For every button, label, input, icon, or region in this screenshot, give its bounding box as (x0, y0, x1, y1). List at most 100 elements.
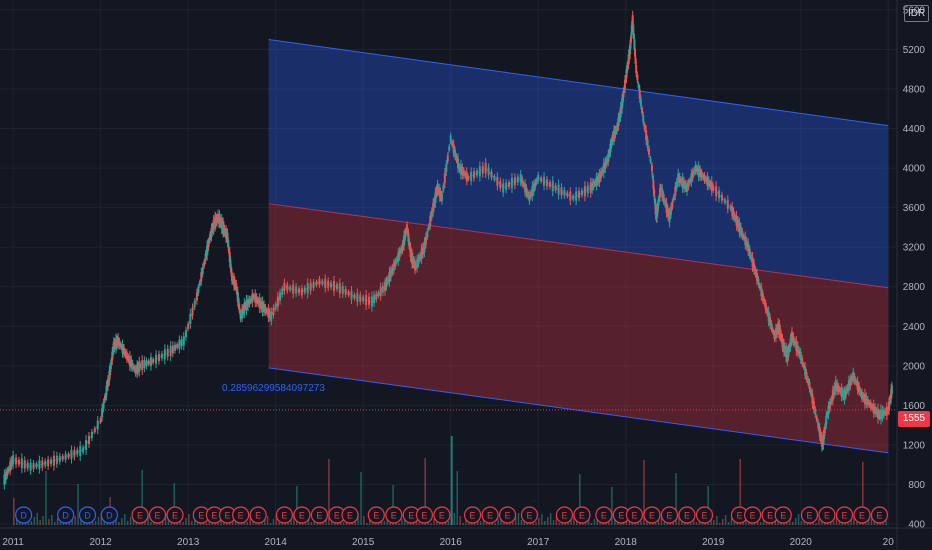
earnings-marker[interactable]: E (695, 506, 714, 524)
candle-body (878, 412, 881, 418)
candle-body (487, 167, 490, 176)
earnings-marker[interactable]: E (678, 506, 696, 524)
candle-body (193, 301, 196, 308)
earnings-marker[interactable]: E (131, 506, 149, 524)
candle-body (624, 77, 627, 82)
candle-body (228, 252, 231, 263)
earnings-marker[interactable]: E (573, 506, 591, 524)
dividend-marker[interactable]: D (78, 506, 97, 524)
earnings-marker[interactable]: E (481, 506, 499, 524)
earnings-marker[interactable]: E (835, 506, 854, 524)
candle-body (64, 453, 67, 460)
candle-body (844, 388, 847, 396)
channel-upper-fill (268, 39, 889, 288)
earnings-marker[interactable]: E (310, 506, 329, 524)
dividend-marker[interactable]: D (100, 506, 118, 524)
candle-body (828, 401, 831, 409)
price-axis[interactable]: 5600 5200 4800 4400 4000 3600 3200 2800 2400 2000… (903, 5, 926, 530)
earnings-marker[interactable]: E (433, 506, 451, 524)
candle-body (592, 181, 595, 188)
earnings-marker[interactable]: E (341, 506, 359, 524)
marker-circle (232, 506, 250, 524)
candle-body (801, 357, 804, 364)
candle-body (872, 404, 875, 414)
volume-bar (363, 516, 365, 525)
earnings-marker[interactable]: E (800, 506, 819, 524)
candle-body (58, 455, 61, 462)
earnings-marker[interactable]: E (520, 506, 539, 524)
marker-circle (148, 506, 167, 524)
candle-body (93, 428, 96, 433)
x-tick-label: 20 (883, 537, 895, 548)
earnings-marker[interactable]: E (463, 506, 482, 524)
volume-bar (579, 474, 581, 525)
volume-spike (450, 436, 453, 525)
earnings-marker[interactable]: E (293, 506, 311, 524)
candle-body (758, 284, 761, 289)
candle-body (645, 130, 648, 141)
y-tick-label: 800 (908, 480, 925, 491)
candle-body (887, 401, 890, 411)
dividend-marker[interactable]: D (57, 506, 75, 524)
earnings-marker[interactable]: E (166, 506, 184, 524)
earnings-marker[interactable]: E (643, 506, 661, 524)
candle-body (391, 267, 394, 274)
marker-circle (870, 506, 889, 524)
volume-bar (541, 514, 543, 525)
earnings-marker[interactable]: E (498, 506, 517, 524)
candle-body (875, 409, 878, 415)
candle-body (35, 463, 38, 468)
candle-body (87, 436, 90, 444)
volume-bar (33, 517, 36, 525)
earnings-marker[interactable]: E (625, 506, 644, 524)
earnings-marker[interactable]: E (205, 506, 224, 524)
earnings-marker[interactable]: E (774, 506, 792, 524)
candle-body (389, 269, 392, 278)
candle-body (629, 36, 632, 43)
earnings-marker[interactable]: E (275, 506, 294, 524)
candle-body (681, 177, 684, 188)
earnings-marker[interactable]: E (555, 506, 574, 524)
volume-bar (231, 520, 234, 525)
candle-body (109, 366, 112, 375)
earnings-marker[interactable]: E (818, 506, 836, 524)
candle-body (375, 293, 378, 300)
marker-letter: E (561, 511, 567, 521)
earnings-marker[interactable]: E (595, 506, 613, 524)
y-tick-label: 1200 (903, 440, 926, 451)
earnings-marker[interactable]: E (148, 506, 167, 524)
volume-bar (762, 518, 765, 525)
marker-letter: E (347, 511, 353, 521)
earnings-marker[interactable]: E (232, 506, 250, 524)
earnings-marker[interactable]: E (660, 506, 679, 524)
time-axis[interactable]: 2011 2012 2013 2014 2015 2016 2017 2018 2019 2020… (2, 537, 894, 548)
earnings-marker[interactable]: E (853, 506, 871, 524)
regression-channel[interactable] (268, 39, 889, 454)
candle-body (197, 287, 200, 294)
earnings-marker[interactable]: E (385, 506, 403, 524)
volume-bar (366, 523, 368, 525)
dividend-marker[interactable]: D (15, 506, 33, 524)
earnings-marker[interactable]: E (415, 506, 434, 524)
candle-body (604, 160, 607, 169)
earnings-marker[interactable]: E (870, 506, 889, 524)
candle-body (605, 158, 608, 165)
volume-bar (724, 515, 727, 525)
candle-body (435, 190, 438, 199)
volume-bar (657, 519, 660, 525)
earnings-marker[interactable]: E (744, 506, 762, 524)
earnings-marker[interactable]: E (249, 506, 267, 524)
earnings-marker[interactable]: E (367, 506, 385, 524)
candle-body (534, 181, 537, 188)
candle-body (442, 185, 445, 191)
earnings-marker[interactable]: E (612, 506, 630, 524)
volume-bar (479, 521, 482, 525)
marker-letter: E (198, 511, 204, 521)
candle-body (795, 341, 798, 352)
candle-body (884, 409, 887, 414)
currency-badge[interactable]: IDR (904, 5, 930, 22)
candle-body (627, 54, 630, 65)
volume-bar (94, 521, 97, 525)
